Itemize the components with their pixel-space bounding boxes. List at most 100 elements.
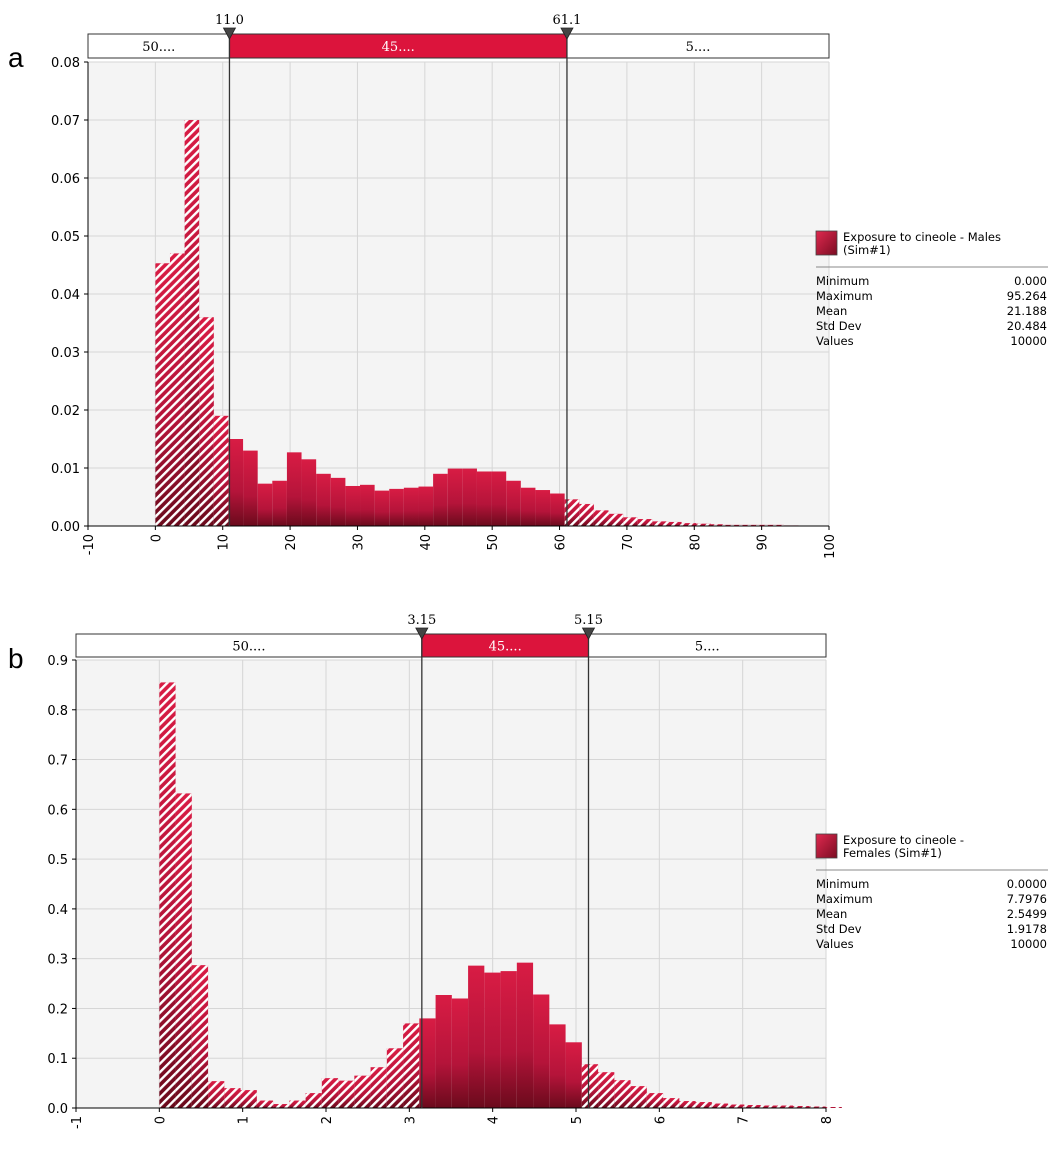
histogram-bar-hatch <box>711 1103 729 1108</box>
histogram-bar-hatch <box>155 263 170 526</box>
histogram-bar <box>468 965 485 1108</box>
x-tick-label: -10 <box>82 534 97 555</box>
histogram-bar-hatch <box>679 1101 696 1108</box>
histogram-bar <box>550 493 565 526</box>
stat-label: Mean <box>816 907 847 921</box>
histogram-bar <box>533 994 550 1108</box>
histogram-bar-hatch <box>579 503 594 526</box>
histogram-bar-hatch <box>630 1086 647 1108</box>
legend-title: (Sim#1) <box>843 243 891 257</box>
histogram-bar <box>286 452 302 526</box>
y-tick-label: 0.9 <box>47 654 68 669</box>
percent-band-label: 5.... <box>686 40 711 55</box>
percent-band-1 <box>87 33 230 59</box>
histogram-bar <box>447 468 463 526</box>
legend-title: Exposure to cineole - Males <box>843 230 1001 244</box>
stat-value: 2.5499 <box>1007 907 1047 921</box>
x-tick-label: 0 <box>149 534 164 542</box>
y-tick-label: 0.00 <box>51 520 80 535</box>
histogram-bar-hatch <box>159 682 176 1108</box>
histogram-bar <box>301 459 317 526</box>
histogram-bar <box>419 1018 436 1108</box>
histogram-bar-hatch <box>825 1107 842 1108</box>
x-tick-label: 70 <box>621 534 636 551</box>
x-tick-label: -1 <box>70 1116 85 1129</box>
histogram-bar-hatch <box>305 1093 322 1108</box>
histogram-bar <box>345 485 361 526</box>
y-tick-label: 0.1 <box>47 1052 68 1067</box>
x-tick-label: 3 <box>403 1116 418 1124</box>
histogram-bar-hatch <box>696 523 711 526</box>
panel-letter: b <box>8 643 24 674</box>
delimiter-value: 11.0 <box>215 13 244 28</box>
x-tick-label: 20 <box>284 534 299 551</box>
histogram-bar-hatch <box>338 1080 355 1108</box>
histogram-bar <box>272 480 287 526</box>
stat-label: Maximum <box>816 289 873 303</box>
stat-label: Values <box>816 937 854 951</box>
histogram-bar-hatch <box>403 1023 420 1108</box>
histogram-bar-hatch <box>240 1090 257 1108</box>
delimiter-triangle <box>222 27 237 40</box>
histogram-bar-hatch <box>199 317 214 526</box>
histogram-bar <box>476 471 492 526</box>
stat-label: Maximum <box>816 892 873 906</box>
stat-value: 7.7976 <box>1007 892 1047 906</box>
legend-title: Females (Sim#1) <box>843 846 942 860</box>
percent-band-label: 50.... <box>142 40 175 55</box>
legend-title: Exposure to cineole - <box>843 833 964 847</box>
histogram-bar-hatch <box>740 524 755 526</box>
percent-band-3 <box>566 33 830 59</box>
legend-swatch <box>815 230 838 256</box>
histogram-bar-hatch <box>769 524 784 526</box>
stat-value: 10000 <box>1010 937 1047 951</box>
histogram-bar-hatch <box>169 253 185 526</box>
stat-value: 10000 <box>1010 334 1047 348</box>
y-tick-label: 0.5 <box>47 853 68 868</box>
histogram-bar-hatch <box>564 499 580 526</box>
y-tick-label: 0.6 <box>47 803 68 818</box>
x-tick-label: 100 <box>823 534 838 559</box>
histogram-bar-hatch <box>710 524 726 526</box>
y-tick-label: 0.08 <box>51 56 80 71</box>
y-tick-label: 0.2 <box>47 1002 68 1017</box>
stat-label: Minimum <box>816 877 869 891</box>
histogram-bar <box>535 490 551 526</box>
stat-value: 0.0000 <box>1007 877 1047 891</box>
histogram-bar <box>520 487 536 526</box>
x-tick-label: 60 <box>554 534 569 551</box>
percent-band-2 <box>228 33 568 59</box>
histogram-bar-hatch <box>776 1105 794 1108</box>
stat-label: Values <box>816 334 854 348</box>
x-tick-label: 8 <box>820 1116 835 1124</box>
x-tick-label: 1 <box>237 1116 252 1124</box>
histogram-bar-hatch <box>598 1072 615 1108</box>
x-tick-label: 4 <box>487 1116 502 1124</box>
histogram-bar <box>389 488 404 526</box>
histogram-bar-hatch <box>213 415 229 526</box>
stat-label: Std Dev <box>816 922 862 936</box>
y-tick-label: 0.8 <box>47 704 68 719</box>
histogram-bar-hatch <box>666 521 682 526</box>
histogram-bar-hatch <box>224 1088 241 1108</box>
histogram-bar <box>228 439 244 526</box>
histogram-bar-hatch <box>370 1067 387 1108</box>
x-tick-label: 5 <box>570 1116 585 1124</box>
chart-panel-b: 0.0 0.1 0.2 0.3 0.4 0.5 0.6 0.7 0.8 0.9 -1 0 1 2 3 4 5 6 7… <box>8 613 1048 1129</box>
x-tick-label: 40 <box>419 534 434 551</box>
x-tick-label: 2 <box>320 1116 335 1124</box>
histogram-bar-hatch <box>208 1081 225 1108</box>
stat-value: 1.9178 <box>1007 922 1047 936</box>
x-tick-label: 50 <box>486 534 501 551</box>
histogram-bar-hatch <box>754 524 770 526</box>
stat-value: 20.484 <box>1007 319 1047 333</box>
histogram-bar-hatch <box>614 1080 631 1108</box>
delimiter-triangle <box>560 27 574 40</box>
histogram-bar-hatch <box>681 523 697 526</box>
histogram-bar <box>418 486 434 526</box>
stat-value: 21.188 <box>1007 304 1047 318</box>
y-tick-label: 0.3 <box>47 953 68 968</box>
y-tick-label: 0.04 <box>51 288 80 303</box>
x-tick-label: 80 <box>688 534 703 551</box>
